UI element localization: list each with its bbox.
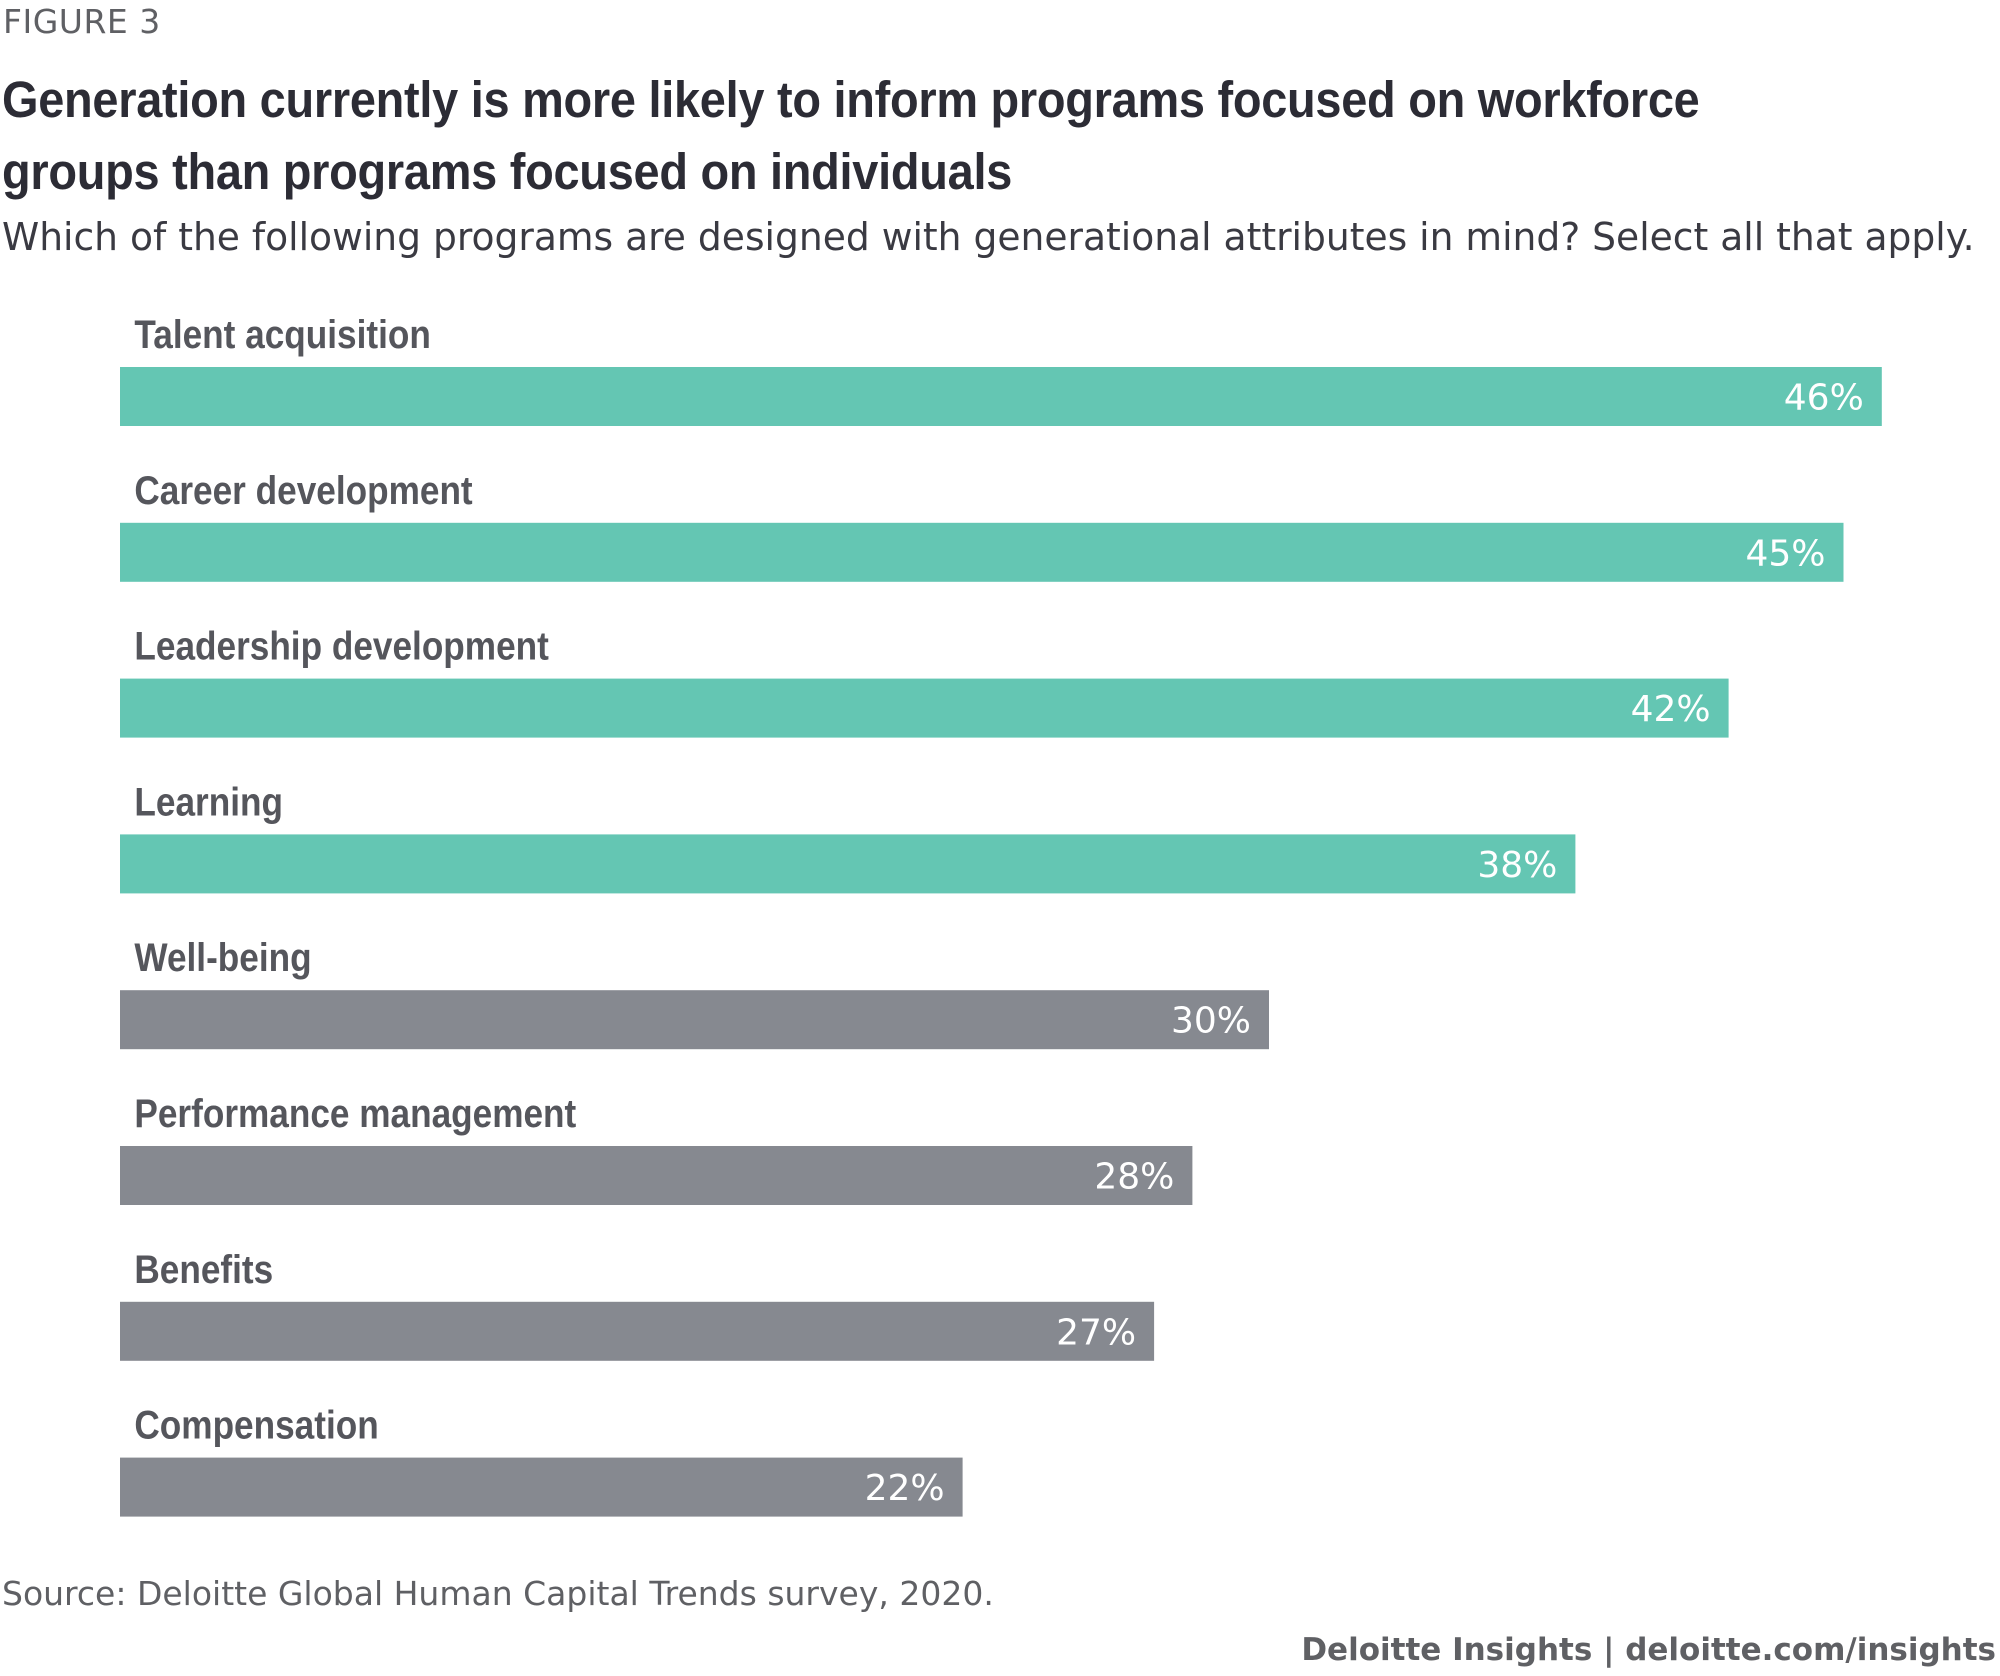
category-label: Leadership development — [134, 624, 549, 669]
category-label: Talent acquisition — [134, 312, 430, 357]
source-note: Source: Deloitte Global Human Capital Tr… — [2, 1574, 994, 1613]
bar — [120, 1301, 1155, 1361]
value-label: 27% — [1056, 1312, 1136, 1353]
category-label: Compensation — [134, 1403, 378, 1448]
bar — [120, 1457, 963, 1517]
bar — [120, 367, 1882, 426]
category-label: Well-being — [134, 935, 311, 980]
category-label: Career development — [134, 468, 473, 513]
category-label: Benefits — [134, 1247, 273, 1292]
value-label: 46% — [1784, 378, 1864, 419]
figure-label: FIGURE 3 — [3, 2, 161, 41]
bar — [120, 1146, 1193, 1205]
bar — [120, 522, 1844, 582]
bar — [120, 990, 1269, 1050]
chart-title: Generation currently is more likely to i… — [2, 71, 1700, 200]
bar — [120, 678, 1729, 738]
brand-footer: Deloitte Insights | deloitte.com/insight… — [1301, 1632, 1996, 1668]
chart-subtitle: Which of the following programs are desi… — [2, 215, 1975, 259]
value-label: 30% — [1171, 1001, 1251, 1042]
value-label: 28% — [1094, 1157, 1174, 1198]
category-label: Performance management — [134, 1091, 576, 1136]
value-label: 38% — [1477, 845, 1557, 886]
category-label: Learning — [134, 779, 283, 824]
bar — [120, 834, 1576, 894]
value-label: 42% — [1631, 689, 1711, 730]
value-label: 22% — [865, 1468, 945, 1509]
value-label: 45% — [1745, 533, 1825, 574]
bar-chart: Talent acquisition 46% Career development 4… — [120, 312, 1882, 1517]
